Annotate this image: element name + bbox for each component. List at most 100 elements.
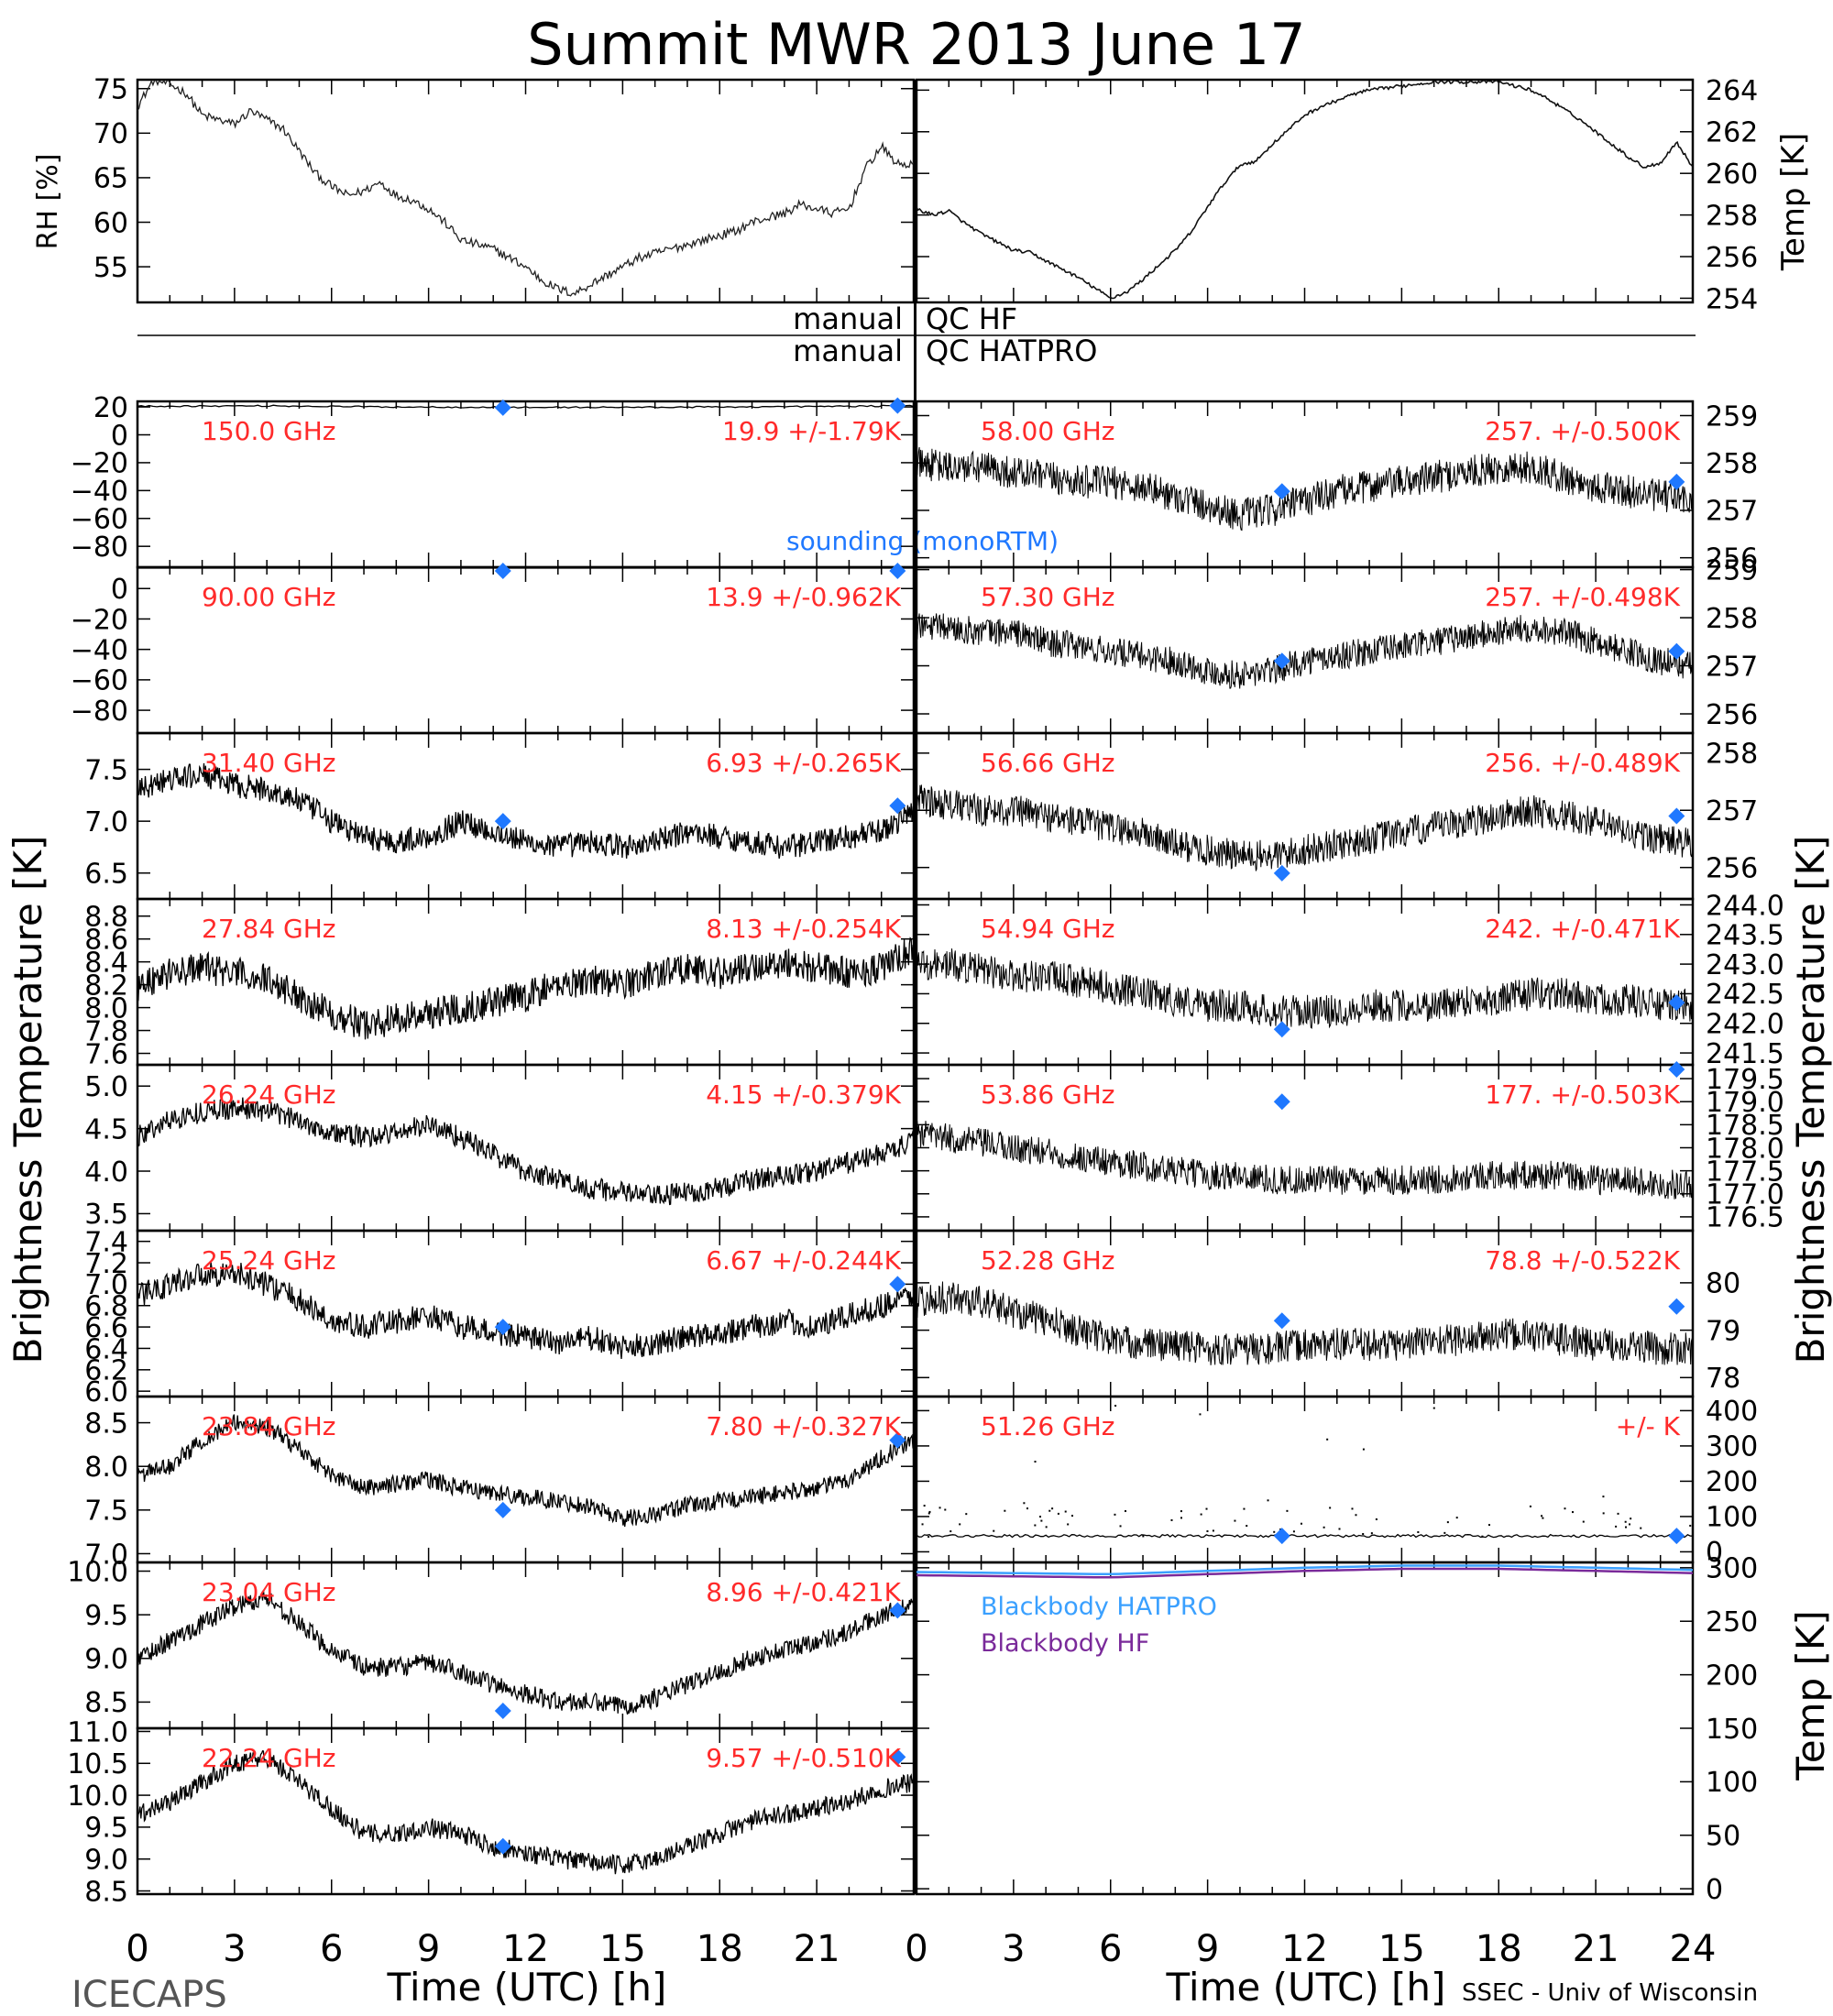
spike-point (938, 1507, 941, 1509)
y-tick-label: 100 (1706, 1502, 1758, 1534)
y-tick-label: 0 (111, 420, 128, 452)
spike-point (1004, 1509, 1006, 1512)
y-tick-label: 258 (1706, 448, 1758, 480)
y-tick-label: 262 (1706, 117, 1758, 149)
y-tick-label: 177.0 (1706, 1179, 1784, 1211)
series-line (916, 1533, 1694, 1539)
y-tick-label: 10.0 (67, 1556, 128, 1588)
spike-point (927, 1512, 930, 1515)
qc-hf-label-right: QC HF (926, 301, 1017, 336)
y-tick-label: 256 (1706, 699, 1758, 731)
y-tick-label: 0 (1706, 1874, 1723, 1906)
sounding-point (494, 399, 511, 416)
y-tick-label: −20 (71, 448, 128, 480)
y-tick-label: 300 (1706, 1553, 1758, 1585)
y-tick-label: 10.0 (67, 1780, 128, 1813)
y-tick-label: 257 (1706, 651, 1758, 683)
y-tick-label: 6.6 (84, 1312, 128, 1344)
temp-axis-label-top: Temp [K] (1775, 133, 1812, 271)
spike-point (944, 1508, 947, 1511)
y-tick-label: 258 (1706, 200, 1758, 232)
spike-point (1375, 1517, 1377, 1520)
spike-point (1205, 1507, 1208, 1510)
y-tick-label: 8.6 (84, 924, 128, 956)
channel-stats-label: 19.9 +/-1.79K (722, 416, 902, 446)
sounding-point (1273, 1312, 1290, 1330)
brightness-temperature-label-right: Brightness Temperature [K] (1788, 836, 1833, 1364)
y-tick-label: 8.5 (84, 1687, 128, 1719)
y-tick-label: 6.0 (84, 1376, 128, 1408)
y-tick-label: 7.6 (84, 1038, 128, 1070)
y-tick-label: 8.4 (84, 947, 128, 979)
y-tick-label: 179.0 (1706, 1087, 1784, 1119)
spike-point (1582, 1520, 1585, 1523)
sounding-point (1273, 483, 1290, 500)
y-tick-label: 256 (1706, 542, 1758, 575)
y-tick-label: 6.4 (84, 1333, 128, 1365)
y-tick-label: −60 (71, 665, 128, 697)
blackbody-hf-legend: Blackbody HF (981, 1629, 1149, 1658)
spike-point (1326, 1438, 1329, 1441)
spike-point (1370, 1532, 1373, 1535)
spike-point (1572, 1511, 1575, 1514)
y-tick-label: 8.2 (84, 970, 128, 1002)
series-line (137, 1097, 915, 1206)
sounding-point (889, 1431, 906, 1449)
spike-point (1629, 1523, 1631, 1526)
x-tick-label: 3 (1002, 1928, 1025, 1970)
spike-point (1338, 1528, 1341, 1530)
channel-frequency-label: 57.30 GHz (981, 582, 1115, 612)
spike-point (1023, 1502, 1026, 1505)
y-tick-label: 241.5 (1706, 1038, 1784, 1070)
sounding-point (494, 1702, 511, 1719)
sounding-point (494, 1319, 511, 1336)
channel-frequency-label: 51.26 GHz (981, 1411, 1115, 1441)
y-tick-label: 6.5 (84, 859, 128, 891)
y-tick-label: 50 (1706, 1821, 1740, 1853)
spike-point (1114, 1405, 1117, 1408)
spike-point (1292, 1530, 1295, 1533)
sounding-point (889, 1602, 906, 1619)
spike-point (1212, 1529, 1214, 1532)
series-line (916, 784, 1694, 871)
spike-point (1243, 1507, 1246, 1510)
y-tick-label: 70 (93, 118, 128, 150)
y-tick-label: 20 (93, 392, 128, 424)
spike-point (1045, 1526, 1048, 1528)
y-tick-label: −60 (71, 504, 128, 536)
spike-point (1689, 1524, 1692, 1527)
spike-point (1362, 1448, 1365, 1451)
spike-point (1026, 1507, 1028, 1510)
x-tick-label: 0 (905, 1928, 927, 1970)
series-line (137, 937, 915, 1040)
channel-stats-label: 177. +/-0.503K (1485, 1079, 1680, 1110)
y-tick-label: 100 (1706, 1767, 1758, 1799)
spike-point (1630, 1517, 1632, 1520)
spike-point (1246, 1525, 1248, 1528)
series-line (137, 1749, 915, 1875)
spike-point (923, 1505, 926, 1507)
channel-frequency-label: 150.0 GHz (202, 416, 336, 446)
x-tick-label: 15 (599, 1928, 646, 1970)
sounding-point (1668, 807, 1685, 825)
y-tick-label: 8.5 (84, 1408, 128, 1440)
x-tick-label: 6 (320, 1928, 343, 1970)
channel-frequency-label: 58.00 GHz (981, 416, 1115, 446)
spike-point (1142, 1535, 1145, 1538)
y-tick-label: −40 (71, 634, 128, 666)
y-tick-label: 258 (1706, 739, 1758, 771)
spike-point (1234, 1519, 1236, 1522)
plots-layer: 5560657075254256258260262264200−20−40−60… (67, 74, 1784, 1970)
spike-point (927, 1536, 930, 1539)
spike-point (1071, 1515, 1074, 1517)
spike-point (1355, 1514, 1357, 1517)
x-tick-label: 0 (126, 1928, 148, 1970)
y-tick-label: −80 (71, 531, 128, 564)
footer-icecaps: ICECAPS (71, 1974, 227, 2016)
series-line (916, 446, 1694, 531)
y-tick-label: 150 (1706, 1714, 1758, 1746)
channel-frequency-label: 22.24 GHz (202, 1743, 336, 1773)
x-tick-label: 6 (1099, 1928, 1122, 1970)
x-tick-label: 18 (697, 1928, 743, 1970)
y-tick-label: 257 (1706, 496, 1758, 528)
